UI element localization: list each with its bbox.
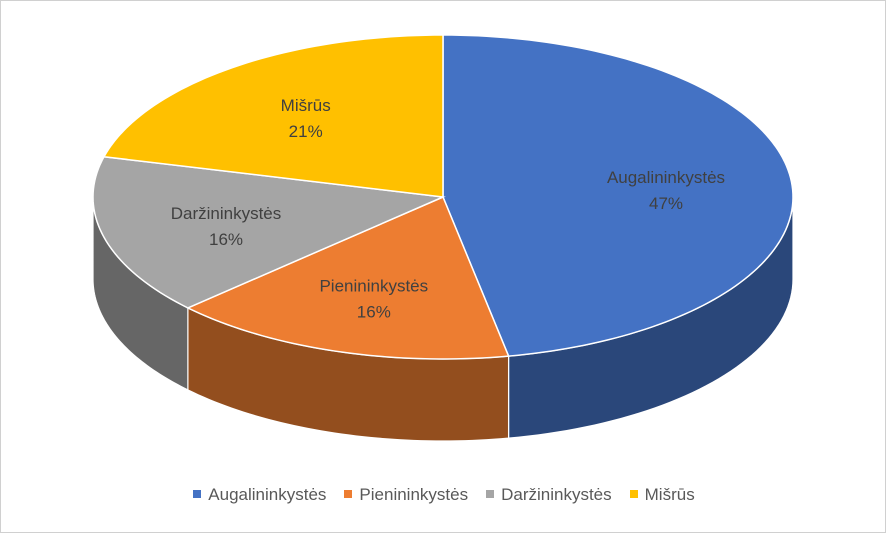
data-label-category: Daržininkystės [171, 204, 282, 223]
legend-swatch [344, 489, 353, 498]
legend-item: Daržininkystės [486, 485, 612, 505]
pie-slice-2 [186, 196, 510, 360]
data-label-percent: 21% [289, 122, 323, 141]
data-labels: Augalininkystės 47% Pienininkystės 16% Darži… [171, 96, 725, 322]
legend-swatch [193, 489, 202, 498]
legend-item: Augalininkystės [193, 485, 326, 505]
legend-item: Pienininkystės [344, 485, 468, 505]
pie-slice-4 [102, 34, 444, 198]
legend-swatch [486, 489, 495, 498]
legend: Augalininkystės Pienininkystės Daržininkys… [1, 485, 886, 505]
data-label-category: Mišrūs [281, 96, 331, 115]
legend-label: Augalininkystės [208, 485, 327, 504]
data-label-category: Augalininkystės [607, 168, 725, 187]
pie-top [92, 34, 794, 360]
data-label-percent: 16% [357, 303, 391, 322]
legend-swatch [629, 489, 638, 498]
legend-item: Mišrūs [629, 485, 695, 505]
legend-label: Pienininkystės [359, 485, 469, 504]
legend-label: Daržininkystės [501, 485, 612, 504]
pie-slice-1 [442, 34, 794, 357]
data-label-category: Pienininkystės [319, 277, 428, 296]
legend-label: Mišrūs [644, 485, 695, 504]
data-label-percent: 16% [209, 230, 243, 249]
data-label-percent: 47% [649, 194, 683, 213]
pie-slice-3 [92, 155, 446, 309]
